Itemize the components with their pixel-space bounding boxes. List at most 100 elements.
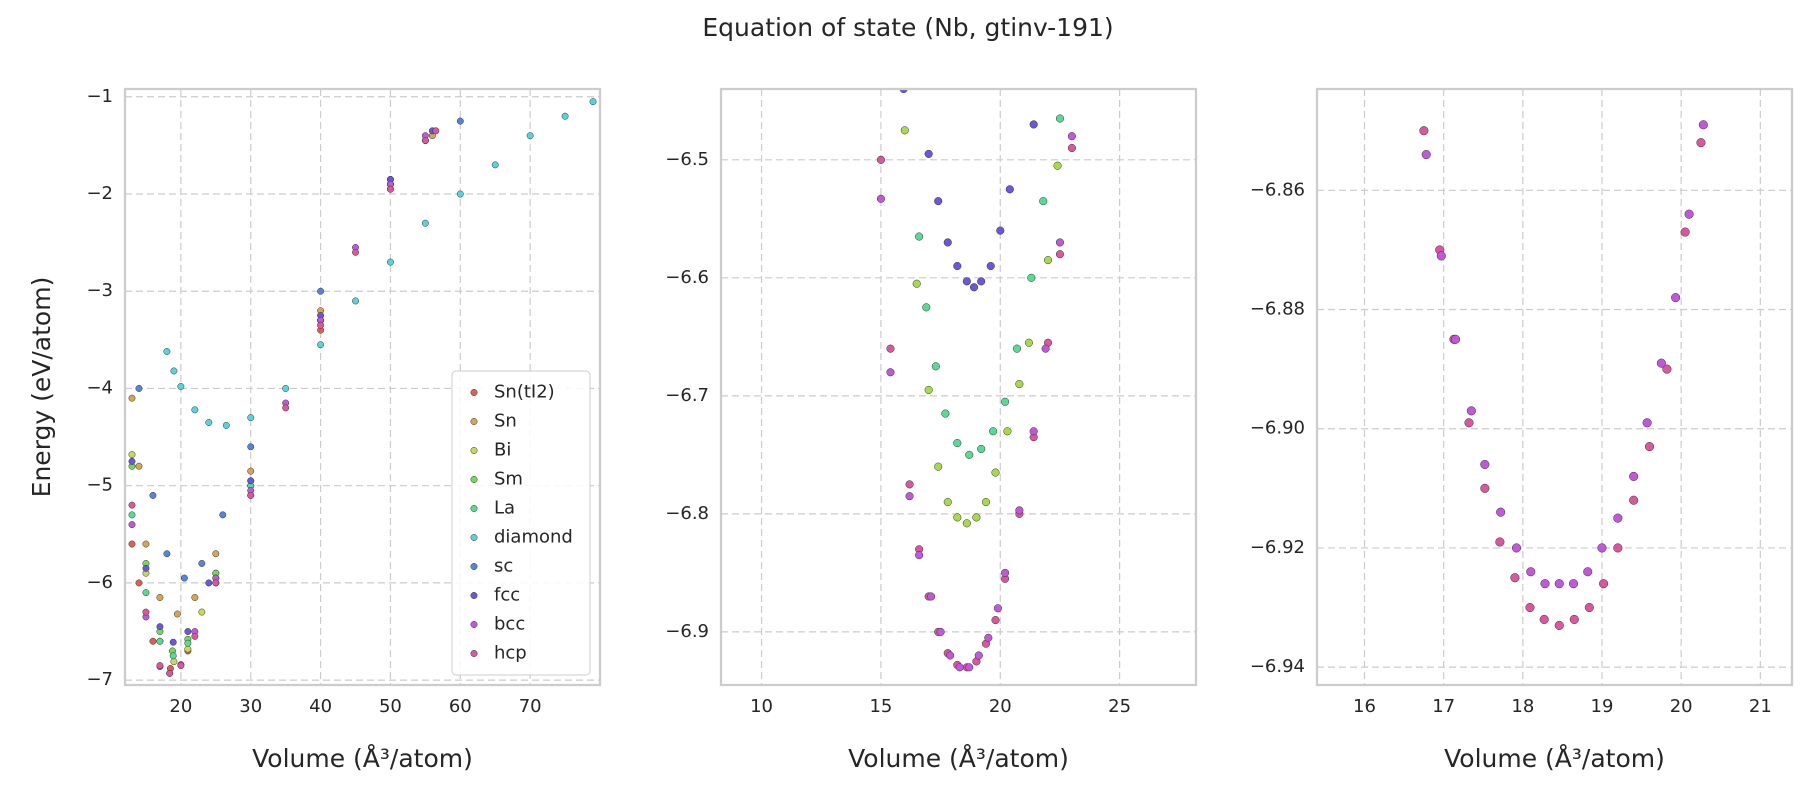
x-tick-label: 40 [309, 696, 332, 717]
y-tick-label: −6.90 [1250, 418, 1305, 439]
point [128, 451, 136, 459]
point [156, 637, 164, 645]
point [1027, 273, 1036, 282]
point [184, 628, 192, 635]
point [1629, 495, 1639, 505]
point [205, 419, 213, 426]
y-tick-label: −3 [86, 280, 113, 301]
point [1012, 344, 1022, 353]
y-tick-label: −6.92 [1250, 537, 1305, 558]
point [142, 608, 150, 616]
point [317, 321, 325, 329]
y-tick-label: −6.94 [1250, 656, 1305, 677]
point [247, 414, 255, 422]
point [1698, 120, 1708, 130]
legend-marker [470, 447, 478, 454]
point [1526, 567, 1536, 577]
point [927, 592, 936, 601]
point [317, 287, 325, 295]
y-tick-label: −6.86 [1250, 179, 1305, 200]
point [946, 651, 955, 660]
point [191, 632, 199, 640]
point [1000, 397, 1010, 406]
point [128, 501, 136, 509]
point [1067, 143, 1076, 153]
point [1511, 543, 1522, 553]
point [1053, 161, 1062, 170]
point [135, 579, 143, 587]
point [526, 132, 534, 140]
point [149, 637, 157, 645]
legend-label: Bi [494, 440, 511, 461]
point [886, 344, 895, 353]
point [212, 550, 220, 558]
point [170, 658, 178, 666]
point [1039, 197, 1048, 206]
point [1597, 543, 1607, 553]
point [156, 623, 164, 631]
x-axis-label: Volume (Å³/atom) [252, 744, 473, 773]
y-tick-label: −5 [86, 475, 113, 496]
x-tick-label: 20 [1670, 696, 1693, 717]
y-tick-label: −2 [86, 183, 113, 204]
legend-label: hcp [494, 643, 527, 664]
point [1015, 379, 1024, 389]
point [972, 513, 981, 522]
x-tick-label: 20 [169, 696, 192, 717]
legend-box [451, 370, 591, 676]
point [955, 663, 964, 672]
point [128, 457, 136, 465]
legend-label: Sm [494, 469, 523, 490]
point [1419, 126, 1429, 136]
point [491, 161, 499, 169]
point [212, 579, 220, 587]
point [1584, 602, 1594, 613]
point [282, 404, 290, 412]
point [156, 662, 164, 670]
y-tick-label: −6 [86, 572, 113, 593]
x-axis-label: Volume (Å³/atom) [1444, 744, 1665, 773]
point [191, 594, 199, 601]
legend-marker [470, 563, 478, 570]
point [1495, 537, 1505, 547]
axes-frame [1315, 87, 1794, 687]
point [1421, 150, 1431, 160]
point [1510, 573, 1520, 583]
point [135, 385, 143, 392]
legend-marker [470, 592, 478, 599]
point [191, 406, 199, 414]
legend-marker [470, 621, 478, 628]
y-axis-label: Energy (eV/atom) [27, 277, 56, 498]
point [421, 137, 429, 144]
point [128, 540, 136, 548]
x-axis-label: Volume (Å³/atom) [848, 744, 1069, 773]
point [352, 248, 359, 256]
point [142, 564, 150, 572]
point [922, 303, 931, 312]
point [915, 232, 924, 241]
point [352, 297, 359, 305]
point [969, 283, 979, 292]
point [1003, 427, 1012, 436]
point [184, 639, 192, 647]
legend-label: Sn [494, 411, 517, 432]
y-tick-label: −6.6 [665, 267, 709, 288]
point [1043, 256, 1053, 265]
point [936, 627, 945, 636]
point [205, 579, 213, 587]
point [1613, 513, 1623, 523]
point [924, 385, 933, 395]
x-tick-label: 19 [1591, 696, 1614, 717]
point [996, 226, 1005, 235]
point [1525, 602, 1535, 613]
plot-area [876, 89, 1076, 672]
x-tick-label: 60 [449, 696, 472, 717]
legend-marker [470, 476, 478, 483]
y-tick-label: −4 [86, 377, 113, 398]
point [1464, 418, 1474, 428]
legend-label: Sn(tI2) [494, 382, 555, 403]
point [943, 238, 952, 247]
x-tick-label: 30 [239, 696, 262, 717]
point [198, 560, 206, 567]
point [962, 277, 971, 286]
